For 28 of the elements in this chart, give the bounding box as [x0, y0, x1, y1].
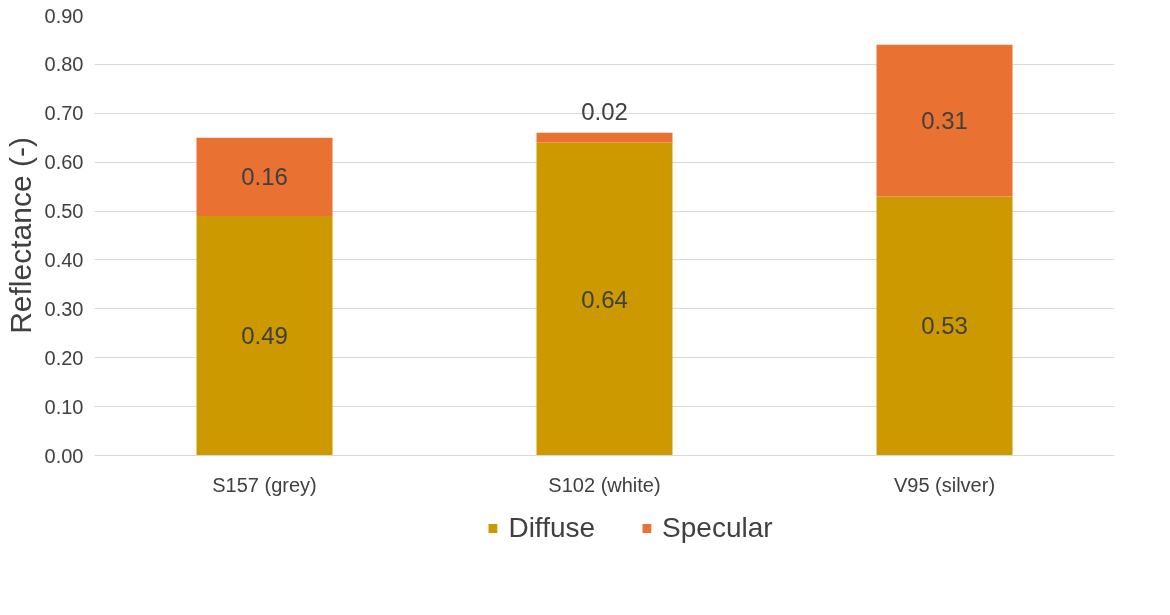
x-tick-label: V95 (silver) — [893, 473, 996, 496]
x-tick-label: S102 (white) — [548, 473, 661, 496]
y-tick-label: 0.70 — [44, 102, 84, 125]
y-tick-label: 0.30 — [44, 297, 84, 320]
bar — [876, 196, 1013, 456]
data-label: 0.02 — [581, 97, 628, 125]
y-tick-label: 0.50 — [44, 200, 84, 223]
data-label: 0.16 — [241, 163, 288, 191]
data-label: 0.49 — [241, 322, 288, 350]
y-tick-label: 0.80 — [44, 53, 84, 76]
y-tick-label: 0.00 — [44, 444, 84, 467]
bar — [536, 132, 673, 143]
y-tick-label: 0.20 — [44, 346, 84, 369]
bar — [196, 215, 333, 456]
legend-label: Diffuse — [508, 512, 596, 544]
y-tick-label: 0.40 — [44, 248, 84, 271]
bar — [196, 137, 333, 216]
y-tick-label: 0.10 — [44, 395, 84, 418]
legend-label: Specular — [662, 512, 773, 544]
bar — [536, 142, 673, 456]
data-label: 0.31 — [921, 107, 968, 135]
data-label: 0.53 — [921, 312, 968, 340]
y-tick-label: 0.60 — [44, 151, 84, 174]
y-tick-label: 0.90 — [44, 4, 84, 27]
data-label: 0.64 — [581, 285, 628, 313]
bar — [876, 44, 1013, 197]
x-tick-label: S157 (grey) — [212, 473, 317, 496]
y-axis-title: Reflectance (-) — [3, 137, 37, 334]
